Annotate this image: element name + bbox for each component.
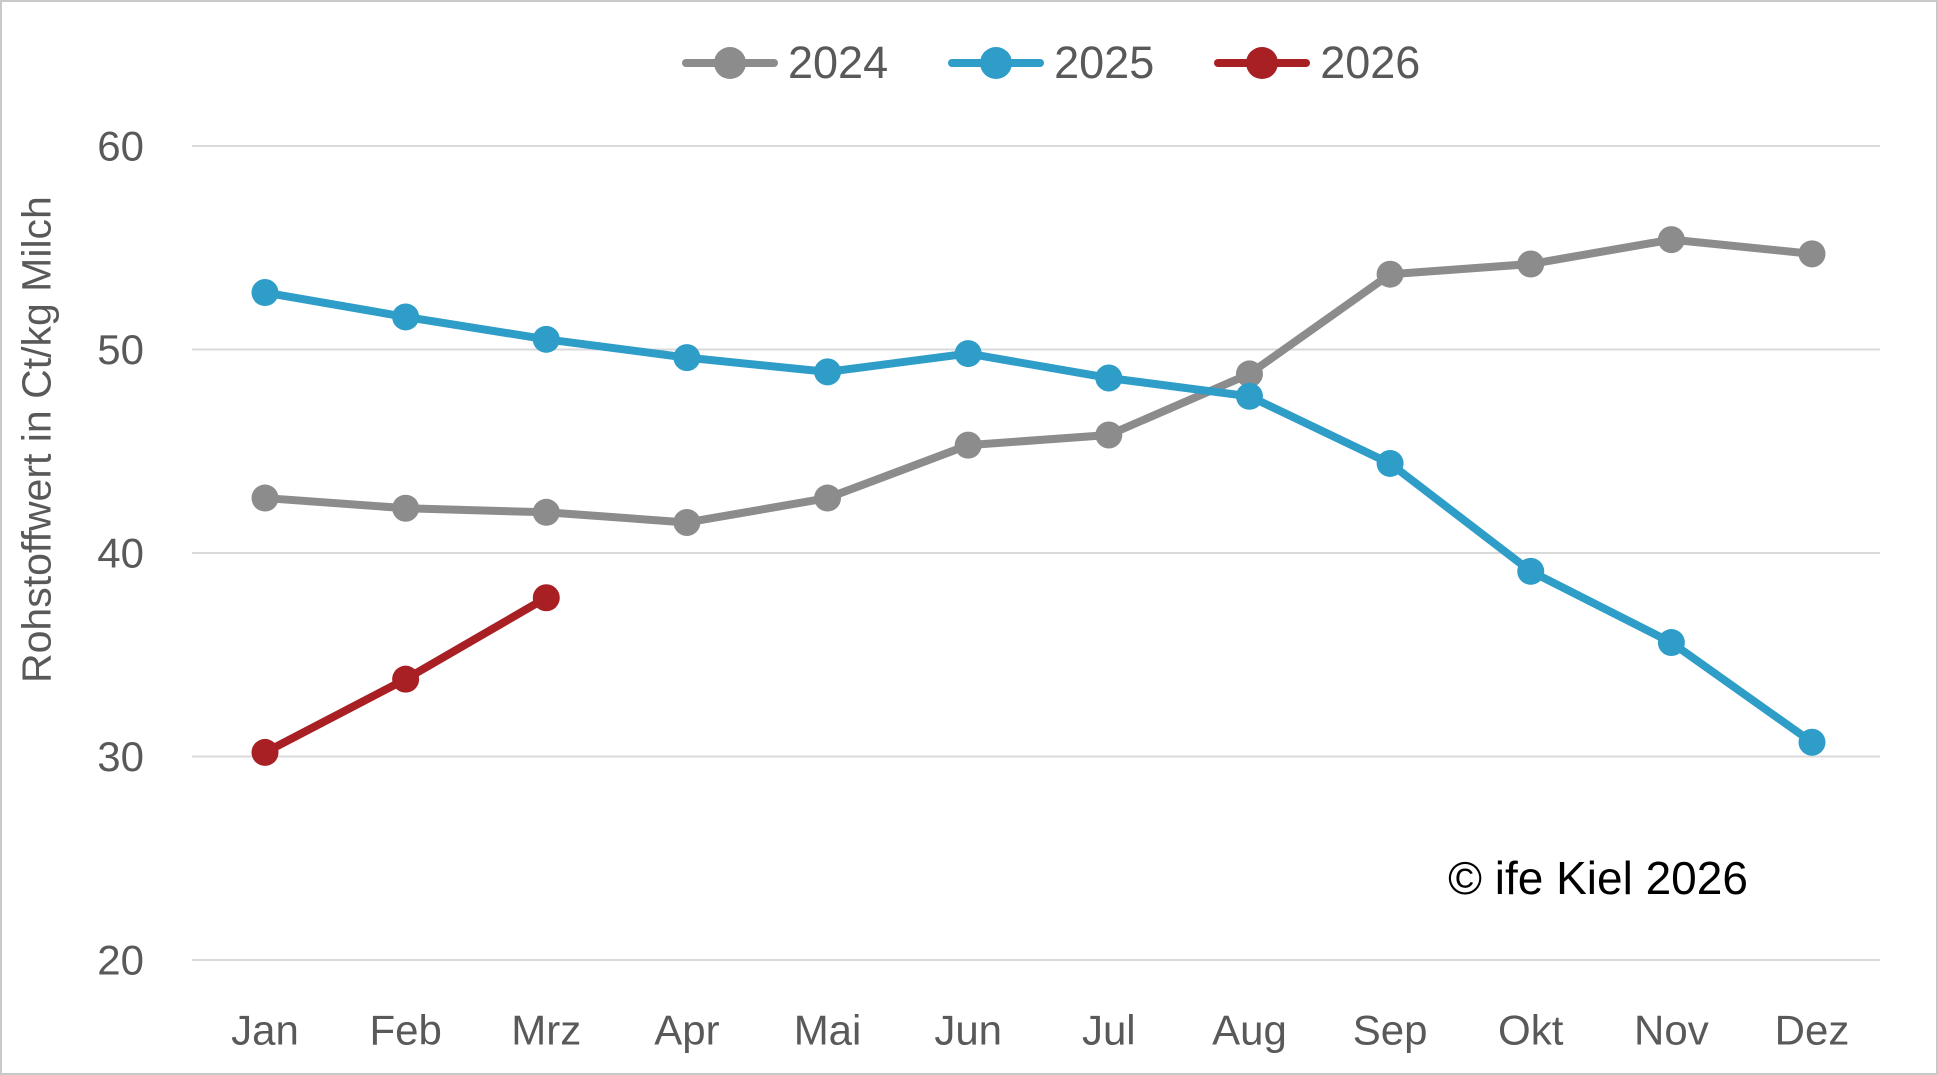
data-point-2024-Jan bbox=[251, 484, 279, 512]
data-point-2025-Okt bbox=[1517, 557, 1545, 585]
data-point-2025-Mai bbox=[814, 358, 842, 386]
x-tick-label: Jul bbox=[1082, 1007, 1136, 1054]
data-point-2025-Sep bbox=[1376, 449, 1404, 477]
data-point-2025-Feb bbox=[392, 303, 420, 331]
legend-label-2026: 2026 bbox=[1320, 37, 1421, 88]
y-tick-label: 40 bbox=[97, 530, 144, 577]
x-tick-label: Jan bbox=[231, 1007, 299, 1054]
data-point-2026-Feb bbox=[392, 665, 420, 693]
data-point-2026-Mrz bbox=[532, 584, 560, 612]
legend-label-2025: 2025 bbox=[1054, 37, 1155, 88]
data-point-2025-Jul bbox=[1095, 364, 1123, 392]
x-tick-label: Nov bbox=[1634, 1007, 1709, 1054]
data-point-2024-Sep bbox=[1376, 260, 1404, 288]
x-tick-label: Jun bbox=[934, 1007, 1002, 1054]
x-tick-label: Dez bbox=[1775, 1007, 1850, 1054]
data-point-2024-Jul bbox=[1095, 421, 1123, 449]
legend-item-2024: 2024 bbox=[682, 40, 888, 85]
legend-marker-2025 bbox=[948, 46, 1045, 79]
data-point-2024-Nov bbox=[1657, 226, 1685, 254]
legend: 2024 2025 2026 bbox=[682, 40, 1420, 85]
x-tick-label: Sep bbox=[1353, 1007, 1428, 1054]
legend-dot-icon bbox=[714, 46, 746, 79]
data-point-2024-Mai bbox=[814, 484, 842, 512]
data-point-2024-Mrz bbox=[532, 498, 560, 526]
legend-item-2026: 2026 bbox=[1214, 40, 1420, 85]
data-point-2025-Jun bbox=[954, 340, 982, 368]
legend-marker-2026 bbox=[1214, 46, 1311, 79]
y-tick-label: 20 bbox=[97, 937, 144, 984]
x-tick-label: Aug bbox=[1212, 1007, 1287, 1054]
x-tick-label: Mrz bbox=[511, 1007, 581, 1054]
data-point-2025-Mrz bbox=[532, 325, 560, 353]
data-point-2026-Jan bbox=[251, 738, 279, 766]
series-line-2024 bbox=[261, 235, 1816, 527]
x-tick-label: Mai bbox=[794, 1007, 862, 1054]
x-tick-label: Feb bbox=[369, 1007, 441, 1054]
data-point-2025-Nov bbox=[1657, 629, 1685, 657]
data-point-2024-Jun bbox=[954, 431, 982, 459]
data-point-2025-Apr bbox=[673, 344, 701, 372]
legend-marker-2024 bbox=[682, 46, 778, 79]
legend-label-2024: 2024 bbox=[788, 37, 889, 88]
data-point-2024-Dez bbox=[1798, 240, 1826, 268]
data-point-2024-Apr bbox=[673, 508, 701, 536]
y-tick-label: 50 bbox=[97, 326, 144, 373]
series-line-2025 bbox=[261, 288, 1816, 747]
x-tick-label: Apr bbox=[654, 1007, 719, 1054]
x-tick-label: Okt bbox=[1498, 1007, 1564, 1054]
data-point-2025-Dez bbox=[1798, 728, 1826, 756]
y-tick-label: 30 bbox=[97, 733, 144, 780]
legend-item-2025: 2025 bbox=[948, 40, 1154, 85]
data-point-2024-Feb bbox=[392, 494, 420, 522]
data-point-2024-Okt bbox=[1517, 250, 1545, 278]
data-point-2025-Aug bbox=[1235, 382, 1263, 410]
data-point-2024-Aug bbox=[1235, 360, 1263, 388]
legend-dot-icon bbox=[1246, 46, 1279, 79]
legend-dot-icon bbox=[980, 46, 1013, 79]
data-point-2025-Jan bbox=[251, 279, 279, 307]
y-tick-label: 60 bbox=[97, 123, 144, 170]
copyright-note: © ife Kiel 2026 bbox=[1448, 852, 1748, 904]
